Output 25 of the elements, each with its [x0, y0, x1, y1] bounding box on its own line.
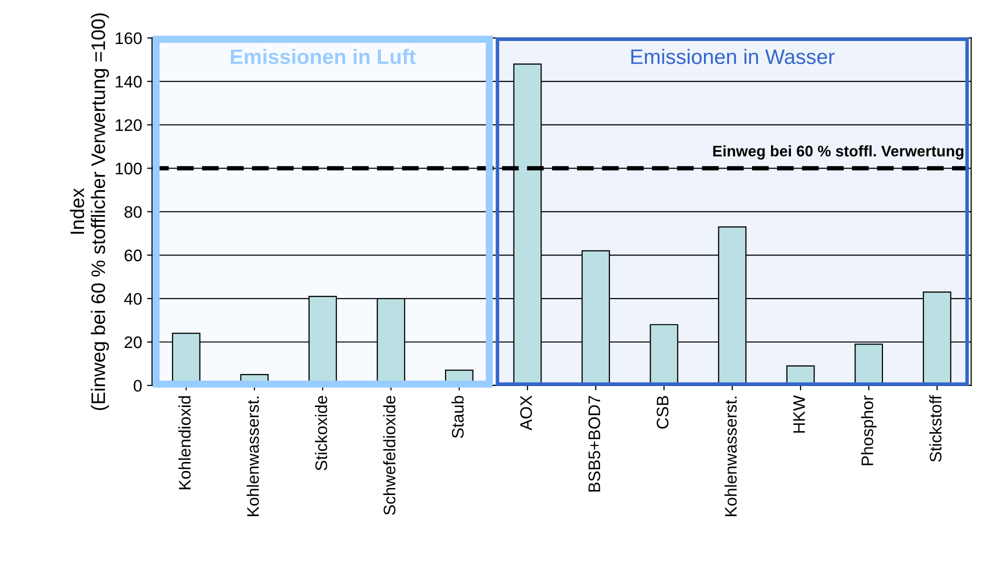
y-tick-label: 160 [116, 32, 142, 44]
y-tick-label: 120 [116, 119, 142, 132]
y-tick-label: 20 [124, 336, 142, 348]
y-tick-label: 60 [124, 250, 142, 262]
x-tick-label: Stickstoff [929, 395, 942, 462]
y-tick-label: 140 [116, 76, 142, 88]
y-tick-label: 80 [124, 206, 142, 218]
x-tick-label: CSB [656, 396, 668, 429]
x-tick-label: Phosphor [861, 395, 877, 466]
x-tick-label: BSB5+BOD7 [588, 396, 600, 492]
x-tick-label: AOX [520, 396, 532, 430]
x-tick-label: Kohlenwasserst. [246, 396, 259, 516]
band-label: Emissionen in Wasser [631, 48, 835, 64]
y-tick-label: 40 [124, 292, 142, 305]
y-tick-label: 100 [116, 162, 142, 174]
x-tick-label: Kohlendioxid [178, 396, 191, 490]
x-tick-label: Staub [451, 396, 464, 438]
ref-line-label: Einweg bei 60 % stoffl. Verwertung [713, 145, 964, 160]
x-tick-label: Stickoxide [314, 396, 328, 470]
x-tick-label: Kohlenwasserst. [724, 396, 737, 516]
y-tick-label: 0 [134, 380, 142, 392]
x-tick-label: Schwefeldioxide [383, 396, 396, 515]
x-tick-label: HKW [793, 395, 805, 433]
y-axis-title: Index (Einweg bei 60 % stofflicher Verwertung =100) [70, 13, 109, 410]
band-label: Emissionen in Luft [230, 48, 416, 64]
